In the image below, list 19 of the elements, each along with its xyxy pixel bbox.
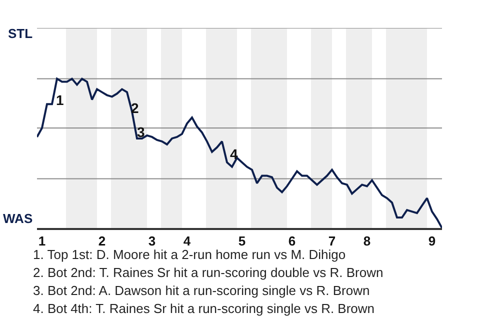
x-tick-label: 2 bbox=[98, 234, 106, 249]
text: 3. Bot 2nd: A. Dawson hit a run-scoring single vs R. Brown bbox=[33, 283, 370, 298]
annotation: 2 bbox=[131, 100, 139, 116]
x-tick-label: 6 bbox=[288, 234, 296, 249]
x-tick-label: 4 bbox=[183, 234, 192, 249]
x-tick-label: 1 bbox=[38, 234, 46, 249]
text: 1. Top 1st: D. Moore hit a 2-run home run vs M. Dihigo bbox=[33, 247, 346, 262]
text: WAS bbox=[3, 211, 33, 226]
x-tick-label: 3 bbox=[148, 234, 156, 249]
x-tick-label: 7 bbox=[328, 234, 336, 249]
text: 4. Bot 4th: T. Raines Sr hit a run-scoring single vs R. Brown bbox=[33, 301, 375, 316]
x-tick-label: 9 bbox=[428, 234, 436, 249]
x-tick-label: 5 bbox=[238, 234, 246, 249]
annotation: 3 bbox=[137, 124, 145, 140]
annotation: 1 bbox=[56, 92, 64, 108]
annotation: 4 bbox=[230, 146, 238, 162]
text: 2. Bot 2nd: T. Raines Sr hit a run-scoring double vs R. Brown bbox=[33, 265, 384, 280]
x-tick-label: 8 bbox=[363, 234, 371, 249]
text: STL bbox=[8, 26, 33, 41]
